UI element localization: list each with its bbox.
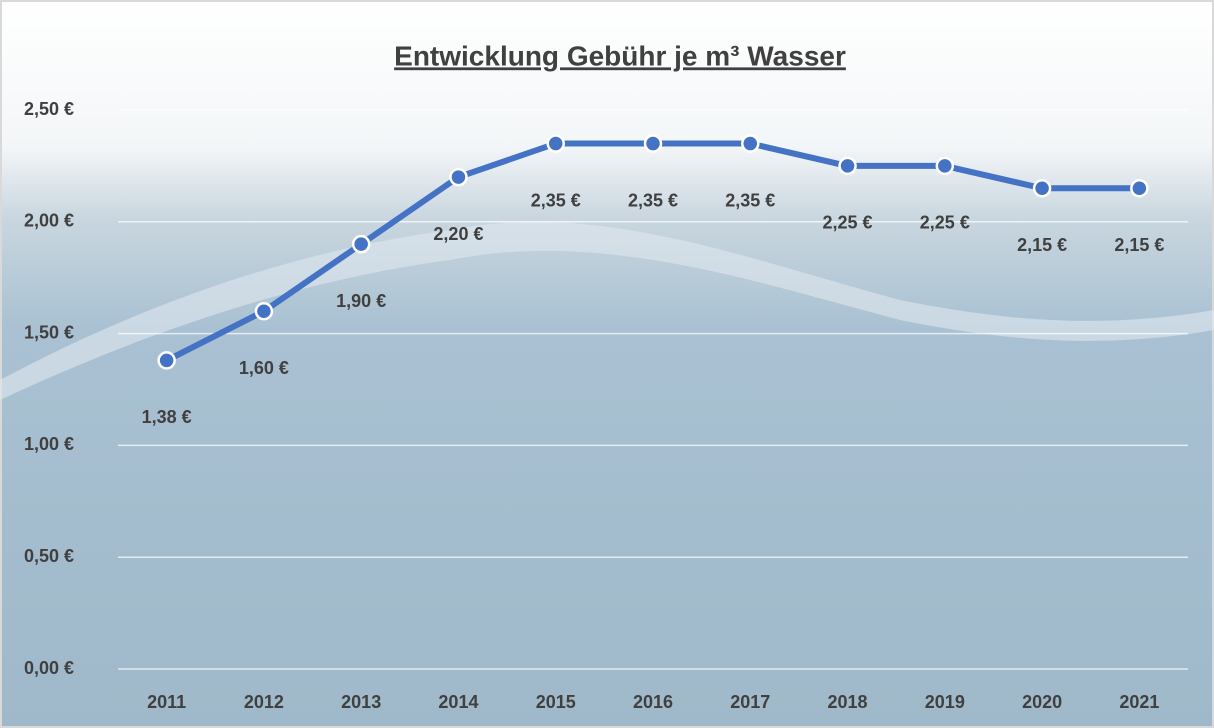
marker — [643, 134, 663, 153]
y-tick-label: 0,50 € — [24, 546, 74, 566]
data-label: 2,15 € — [1017, 235, 1067, 255]
x-tick-label: 2018 — [828, 692, 868, 712]
data-label: 1,60 € — [239, 358, 289, 378]
data-label: 1,90 € — [336, 291, 386, 311]
x-tick-label: 2016 — [633, 692, 673, 712]
marker — [838, 156, 857, 176]
marker — [935, 156, 955, 176]
data-label: 2,35 € — [628, 190, 678, 210]
data-label: 2,20 € — [433, 224, 483, 244]
water-surface — [0, 221, 1214, 400]
y-tick-label: 1,00 € — [24, 434, 74, 454]
marker — [741, 134, 760, 153]
data-label: 2,15 € — [1114, 235, 1164, 255]
marker — [1032, 179, 1052, 198]
x-tick-label: 2012 — [244, 692, 284, 712]
marker — [449, 167, 468, 187]
marker — [1130, 179, 1149, 198]
marker — [254, 301, 274, 321]
y-tick-label: 2,50 € — [24, 99, 74, 119]
x-tick-label: 2013 — [341, 692, 381, 712]
data-label: 1,38 € — [142, 407, 192, 427]
y-tick-label: 2,00 € — [24, 211, 74, 231]
x-tick-label: 2021 — [1119, 692, 1159, 712]
chart-title: Entwicklung Gebühr je m³ Wasser — [394, 40, 846, 71]
x-tick-label: 2019 — [925, 692, 965, 712]
data-label: 2,25 € — [920, 213, 970, 233]
x-tick-label: 2020 — [1022, 692, 1062, 712]
data-label: 2,35 € — [725, 190, 775, 210]
marker — [157, 351, 176, 370]
marker — [351, 234, 371, 254]
y-tick-label: 1,50 € — [24, 322, 74, 342]
data-label: 2,35 € — [531, 190, 581, 210]
x-tick-label: 2014 — [438, 692, 478, 712]
y-tick-label: 0,00 € — [24, 658, 74, 678]
marker — [546, 134, 565, 153]
data-label: 2,25 € — [823, 213, 873, 233]
x-tick-label: 2017 — [730, 692, 770, 712]
x-tick-label: 2015 — [536, 692, 576, 712]
x-tick-label: 2011 — [147, 692, 186, 712]
